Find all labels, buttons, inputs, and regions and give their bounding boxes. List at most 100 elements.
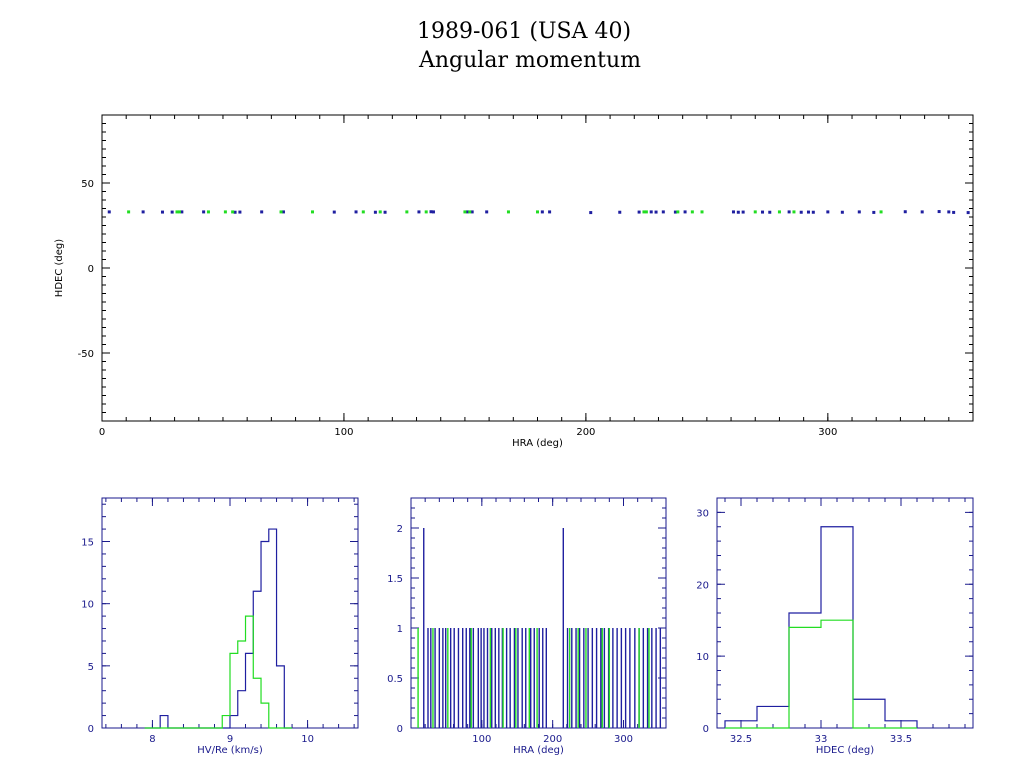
scatter-point-blue xyxy=(952,210,956,214)
scatter-point-blue xyxy=(465,210,469,214)
scatter-point-blue xyxy=(787,210,791,214)
scatter-point-green xyxy=(753,210,757,214)
scatter-point-blue xyxy=(431,210,435,214)
scatter-point-green xyxy=(310,210,314,214)
x-axis-label: HRA (deg) xyxy=(512,438,563,449)
scatter-panel: 0 100 200 300 -50 0 50 HRA (deg) HDEC (deg) xyxy=(54,114,974,449)
y-tick-label: 0 xyxy=(397,724,403,735)
scatter-point-blue xyxy=(654,210,658,214)
scatter-point-blue xyxy=(761,210,765,214)
x-axis-label: HV/Re (km/s) xyxy=(197,745,263,756)
y-tick-label: 15 xyxy=(81,538,94,549)
scatter-point-blue xyxy=(811,210,815,214)
scatter-point-blue xyxy=(332,210,336,214)
x-tick-label: 9 xyxy=(227,734,233,745)
y-tick-label: 50 xyxy=(81,179,94,190)
x-tick-label: 10 xyxy=(301,734,314,745)
scatter-point-blue xyxy=(736,210,740,214)
x-tick-label: 33 xyxy=(815,734,828,745)
x-tick-label: 200 xyxy=(576,427,595,438)
x-tick-label: 32.5 xyxy=(730,734,752,745)
y-tick-label: 0 xyxy=(703,724,709,735)
x-tick-label: 200 xyxy=(543,734,562,745)
scatter-point-blue xyxy=(618,210,622,214)
scatter-point-blue xyxy=(170,210,174,214)
x-tick-label: 0 xyxy=(99,427,105,438)
hra-spike-panel: 100 200 300 0 0.5 1 1.5 2 HRA (deg) xyxy=(387,497,667,756)
scatter-point-green xyxy=(642,210,646,214)
scatter-point-blue xyxy=(107,210,111,214)
scatter-point-blue xyxy=(260,210,264,214)
scatter-point-blue xyxy=(857,210,861,214)
hdec-histogram-panel: 32.5 33 33.5 0 10 20 30 HDEC (deg) xyxy=(696,497,974,756)
y-tick-label: 0 xyxy=(88,724,94,735)
scatter-point-blue xyxy=(429,210,433,214)
y-tick-label: 0 xyxy=(88,264,94,275)
scatter-point-blue xyxy=(589,211,593,215)
hv-histogram-panel: 8 9 10 0 5 10 15 HV/Re (km/s) xyxy=(81,497,359,756)
y-tick-label: 10 xyxy=(81,600,94,611)
scatter-point-green xyxy=(792,210,796,214)
scatter-point-blue xyxy=(673,210,677,214)
scatter-point-blue xyxy=(649,210,653,214)
scatter-point-blue xyxy=(872,210,876,214)
y-tick-label: 5 xyxy=(88,662,94,673)
scatter-point-blue xyxy=(920,210,924,214)
scatter-point-green xyxy=(175,210,179,214)
histogram-step-green xyxy=(144,615,293,729)
scatter-point-green xyxy=(378,210,382,214)
scatter-point-blue xyxy=(806,210,810,214)
x-tick-label: 100 xyxy=(334,427,353,438)
scatter-point-green xyxy=(690,210,694,214)
plot-frame xyxy=(101,114,974,422)
scatter-point-blue xyxy=(485,210,489,214)
scatter-point-blue xyxy=(383,210,387,214)
scatter-point-blue xyxy=(947,210,951,214)
plot-frame xyxy=(410,497,667,729)
scatter-point-green xyxy=(463,210,467,214)
y-tick-label: 1 xyxy=(397,624,403,635)
scatter-point-blue xyxy=(202,210,206,214)
scatter-point-blue xyxy=(233,210,237,214)
x-tick-label: 100 xyxy=(472,734,491,745)
scatter-point-green xyxy=(424,210,428,214)
scatter-point-blue xyxy=(470,210,474,214)
scatter-point-blue xyxy=(141,210,145,214)
scatter-point-blue xyxy=(160,210,164,214)
scatter-point-green xyxy=(536,210,539,214)
scatter-point-blue xyxy=(741,210,745,214)
x-tick-label: 300 xyxy=(818,427,837,438)
scatter-point-green xyxy=(177,210,181,214)
scatter-point-blue xyxy=(281,210,285,214)
x-axis-label: HDEC (deg) xyxy=(816,745,874,756)
x-tick-label: 33.5 xyxy=(890,734,912,745)
histogram-step-green xyxy=(725,619,917,729)
scatter-point-green xyxy=(223,210,227,214)
chart-title: 1989-061 (USA 40) xyxy=(417,19,631,44)
scatter-point-green xyxy=(676,210,680,214)
scatter-point-green xyxy=(279,210,283,214)
scatter-point-blue xyxy=(966,211,970,215)
scatter-point-green xyxy=(700,210,704,214)
scatter-point-blue xyxy=(799,210,803,214)
scatter-point-green xyxy=(468,210,472,214)
scatter-point-blue xyxy=(238,210,242,214)
scatter-point-blue xyxy=(937,210,941,214)
scatter-point-blue xyxy=(768,210,772,214)
chart-subtitle: Angular momentum xyxy=(418,48,641,73)
x-tick-label: 8 xyxy=(149,734,155,745)
scatter-point-blue xyxy=(540,210,544,214)
x-axis-label: HRA (deg) xyxy=(513,745,564,756)
y-tick-label: 30 xyxy=(696,508,709,519)
scatter-point-blue xyxy=(373,210,377,214)
scatter-point-green xyxy=(231,210,235,214)
scatter-point-green xyxy=(361,210,365,214)
scatter-point-blue xyxy=(826,210,830,214)
scatter-point-green xyxy=(127,210,131,214)
plot-frame xyxy=(716,497,974,729)
scatter-point-blue xyxy=(731,210,735,214)
y-axis-label: HDEC (deg) xyxy=(54,239,65,297)
scatter-point-blue xyxy=(548,210,552,214)
x-tick-label: 300 xyxy=(614,734,633,745)
